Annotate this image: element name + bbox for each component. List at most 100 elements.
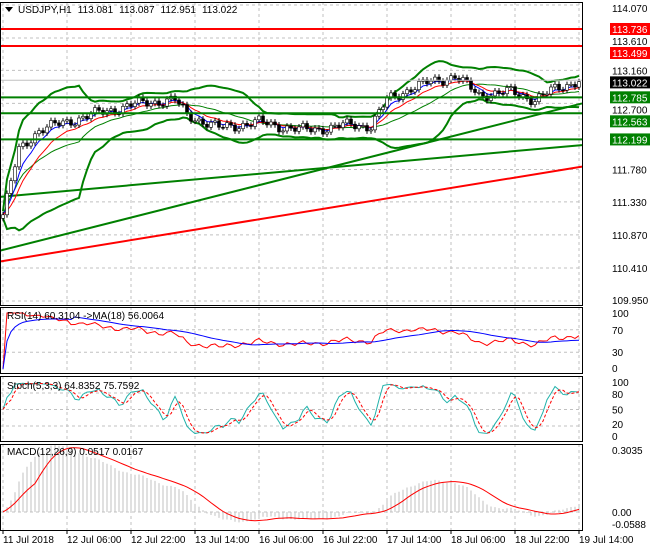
candle-body — [325, 131, 329, 135]
y-tick-text: 110.870 — [612, 231, 648, 242]
candle-body — [189, 112, 193, 122]
grid — [0, 2, 582, 530]
candle-body — [261, 115, 265, 123]
macd-label: MACD(12,26,9) 0.0517 0.0167 — [7, 447, 144, 458]
candle-body — [349, 118, 353, 125]
y-tick-label: 0.00 — [612, 508, 632, 519]
candle-body — [405, 89, 409, 95]
candle-body — [177, 99, 181, 105]
y-tick-label: 30 — [612, 348, 624, 359]
close-value: 113.022 — [202, 5, 238, 16]
candle-body — [381, 106, 385, 110]
y-tick-label: 114.070 — [612, 4, 648, 15]
candle-body — [197, 118, 201, 122]
candle-body — [133, 102, 137, 107]
y-tick-text: 112.700 — [612, 105, 648, 116]
rsi-border — [0, 307, 583, 374]
high-value: 113.087 — [119, 5, 155, 16]
candle-body — [529, 98, 533, 105]
stoch-signal-line — [2, 383, 580, 434]
candle-body — [25, 142, 29, 147]
y-tick-label: 112.700 — [612, 105, 648, 116]
candle-body — [441, 80, 445, 86]
candle-body — [445, 79, 449, 86]
y-tick-text: 0 — [612, 432, 618, 443]
candle-body — [501, 93, 505, 95]
candle-body — [129, 103, 133, 107]
candle-body — [309, 128, 313, 133]
candle-body — [29, 142, 33, 147]
trend-line — [0, 102, 583, 252]
candle-body — [281, 130, 285, 133]
price-label-bg — [610, 76, 650, 89]
candle-body — [85, 116, 89, 119]
candle-body — [233, 124, 237, 132]
candle-body — [237, 128, 241, 132]
rsi-ma-line — [2, 316, 580, 370]
candle-body — [145, 100, 149, 107]
candle-body — [305, 123, 309, 130]
candle-body — [89, 113, 93, 119]
y-tick-label: 109.950 — [612, 296, 649, 307]
candle-body — [157, 100, 161, 106]
candle-body — [249, 124, 253, 127]
candle-body — [365, 125, 369, 132]
x-tick-label: 17 Jul 14:00 — [387, 535, 442, 546]
candle-body — [473, 89, 477, 93]
stoch-label: Stoch(5,3,3) 64.8352 75.7592 — [7, 381, 140, 392]
price-panel — [0, 27, 583, 263]
candle-body — [509, 86, 513, 88]
candle-body — [533, 101, 537, 105]
candle-body — [481, 92, 485, 97]
candle-body — [353, 123, 357, 130]
low-value: 112.951 — [161, 5, 197, 16]
candle-body — [357, 125, 361, 130]
stoch-main-line — [2, 382, 580, 435]
trend-line — [0, 165, 583, 263]
collapse-triangle-icon[interactable] — [5, 7, 13, 12]
y-tick-text: 0 — [612, 364, 618, 375]
candle-body — [9, 180, 13, 194]
candle-body — [285, 125, 289, 132]
x-tick-label: 19 Jul 14:00 — [579, 535, 634, 546]
y-tick-text: 50 — [612, 406, 624, 417]
x-tick-label: 18 Jul 06:00 — [451, 535, 506, 546]
candle-body — [1, 214, 5, 219]
price-label-bg — [610, 91, 650, 104]
y-tick-label: 100 — [612, 378, 629, 389]
candle-body — [21, 142, 25, 147]
y-tick-label: 0 — [612, 364, 618, 375]
x-tick-label: 16 Jul 22:00 — [323, 535, 378, 546]
price-label: 113.736 — [610, 22, 650, 36]
candle-body — [313, 127, 317, 133]
candle-body — [457, 77, 461, 82]
candle-body — [221, 126, 225, 129]
candle-body — [73, 124, 77, 127]
price-label-text: 113.022 — [612, 78, 648, 89]
x-tick-label: 12 Jul 06:00 — [67, 535, 122, 546]
candle-body — [253, 119, 257, 127]
y-tick-text: 0.00 — [612, 508, 632, 519]
x-tick-label: 18 Jul 22:00 — [515, 535, 570, 546]
candle-body — [557, 83, 561, 91]
main-border — [0, 2, 583, 306]
candle-body — [569, 84, 573, 86]
y-tick-text: 113.610 — [612, 37, 648, 48]
y-tick-text: 113.160 — [612, 66, 648, 77]
candle-body — [109, 108, 113, 112]
y-tick-text: 0.3035 — [612, 446, 643, 457]
candle-body — [553, 83, 557, 88]
candle-body — [417, 81, 421, 91]
bollinger-lower — [2, 98, 580, 232]
candle-body — [293, 127, 297, 132]
macd-panel — [2, 444, 580, 523]
candle-body — [5, 193, 9, 216]
rsi-label: RSI(14) 60.3104 ->MA(18) 56.0064 — [7, 311, 164, 322]
candle-body — [541, 93, 545, 96]
price-label: 113.022 — [610, 76, 650, 89]
price-label: 113.499 — [610, 46, 650, 60]
candle-body — [369, 129, 373, 132]
candle-body — [257, 115, 261, 121]
